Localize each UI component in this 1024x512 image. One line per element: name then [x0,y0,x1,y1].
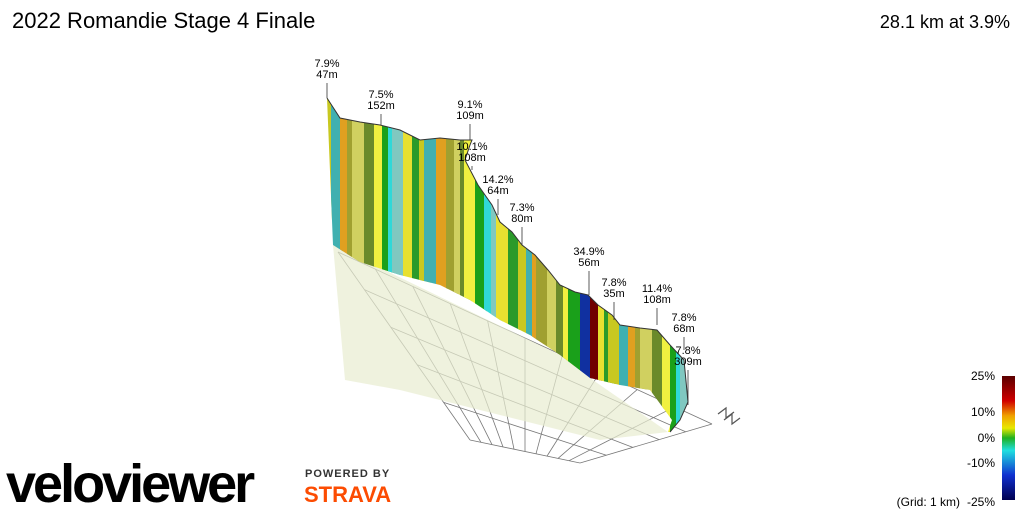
climb-grade: 7.8% [601,277,626,289]
wall-stripe [424,98,436,432]
logo: veloviewer [6,454,255,512]
north-arrow [717,406,741,426]
summary: 28.1 km at 3.9% [880,12,1010,32]
color-bar [1002,376,1015,500]
wall-stripe [392,98,404,432]
climb-length: 152m [367,100,395,112]
climb-grade: 34.9% [573,246,604,258]
legend-tick: 10% [971,405,995,419]
climb-length: 47m [316,69,337,81]
climb-length: 309m [674,356,702,368]
climb-grade: 11.4% [642,283,673,295]
legend-tick: 0% [978,431,996,445]
climb-length: 56m [578,257,599,269]
wall-stripe [628,98,640,432]
shadow [333,245,668,440]
grid-note: (Grid: 1 km) [897,495,960,509]
climb-length: 109m [456,110,484,122]
climb-grade: 14.2% [482,174,513,186]
climb-grade: 7.9% [314,58,339,70]
climb-grade: 7.8% [671,312,696,324]
wall-stripe [691,80,703,460]
legend-tick: -25% [967,495,995,509]
legend-tick: 25% [971,369,995,383]
climb-grade: 10.1% [456,141,487,153]
climb-length: 64m [487,185,508,197]
strava-logo: STRAVA [304,482,391,507]
wall-stripe [640,98,652,432]
grid-line [443,402,607,456]
climb-grade: 7.5% [368,89,393,101]
legend-tick: -10% [967,456,995,470]
wall-stripe [635,98,647,432]
climb-length: 80m [511,213,532,225]
wall-stripe [327,98,332,432]
climb-length: 68m [673,323,694,335]
shadow-area [333,245,668,440]
grid-line [469,439,581,464]
title: 2022 Romandie Stage 4 Finale [12,8,315,33]
wall-stripe [680,98,688,432]
climb-grade: 7.8% [675,345,700,357]
climb-grade: 9.1% [457,99,482,111]
legend: 25% 10% 0% -10% -25% (Grid: 1 km) [897,369,996,509]
climb-length: 108m [458,152,486,164]
climb-length: 35m [603,288,624,300]
climb-length: 108m [643,294,671,306]
powered-by: POWERED BY [305,468,390,480]
grid-line [579,423,713,464]
climb-grade: 7.3% [509,202,534,214]
